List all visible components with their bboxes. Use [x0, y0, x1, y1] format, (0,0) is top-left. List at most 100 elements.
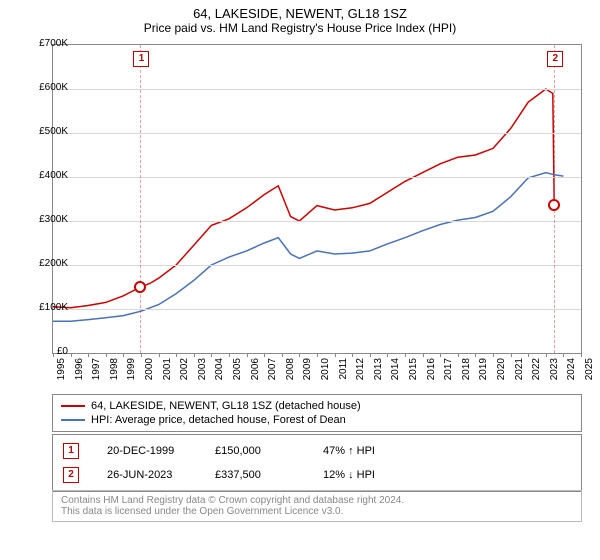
- marker-label: 1: [133, 51, 149, 67]
- legend-label: HPI: Average price, detached house, Fore…: [91, 413, 346, 427]
- x-axis-label: 2008: [285, 358, 296, 388]
- x-axis-label: 2020: [496, 358, 507, 388]
- page-subtitle: Price paid vs. HM Land Registry's House …: [0, 21, 600, 35]
- x-tick: [317, 353, 318, 357]
- x-axis-label: 2005: [232, 358, 243, 388]
- x-tick: [194, 353, 195, 357]
- x-tick: [423, 353, 424, 357]
- events: 1 20-DEC-1999 £150,000 47% ↑ HPI 2 26-JU…: [52, 434, 582, 492]
- x-axis-label: 2016: [426, 358, 437, 388]
- event-marker: 1: [63, 443, 79, 459]
- x-axis-label: 1998: [109, 358, 120, 388]
- page-title: 64, LAKESIDE, NEWENT, GL18 1SZ: [0, 0, 600, 21]
- x-axis-label: 2002: [179, 358, 190, 388]
- event-price: £150,000: [215, 441, 295, 461]
- x-axis-label: 1995: [56, 358, 67, 388]
- x-tick: [475, 353, 476, 357]
- event-row: 1 20-DEC-1999 £150,000 47% ↑ HPI: [57, 439, 577, 463]
- x-tick: [211, 353, 212, 357]
- gridline: [53, 89, 581, 90]
- x-tick: [282, 353, 283, 357]
- x-axis-label: 2015: [408, 358, 419, 388]
- x-axis-label: 2003: [197, 358, 208, 388]
- x-tick: [352, 353, 353, 357]
- footer: Contains HM Land Registry data © Crown c…: [52, 490, 582, 522]
- x-axis-label: 2018: [461, 358, 472, 388]
- x-axis-label: 2006: [250, 358, 261, 388]
- legend-label: 64, LAKESIDE, NEWENT, GL18 1SZ (detached…: [91, 399, 361, 413]
- marker-label: 2: [547, 51, 563, 67]
- x-tick: [264, 353, 265, 357]
- legend-swatch: [61, 405, 85, 407]
- x-axis-label: 2001: [162, 358, 173, 388]
- x-axis-label: 2021: [514, 358, 525, 388]
- y-axis-label: £200K: [24, 258, 68, 269]
- y-axis-label: £0: [24, 346, 68, 357]
- x-tick: [546, 353, 547, 357]
- gridline: [53, 309, 581, 310]
- event-price: £337,500: [215, 465, 295, 485]
- x-tick: [528, 353, 529, 357]
- point-marker: [548, 199, 560, 211]
- legend-item: 64, LAKESIDE, NEWENT, GL18 1SZ (detached…: [61, 399, 573, 413]
- x-axis-label: 2025: [584, 358, 595, 388]
- event-marker: 2: [63, 467, 79, 483]
- chart-svg: [53, 45, 581, 353]
- x-axis-label: 1999: [126, 358, 137, 388]
- y-axis-label: £400K: [24, 170, 68, 181]
- event-date: 26-JUN-2023: [107, 465, 187, 485]
- x-tick: [71, 353, 72, 357]
- series-line: [53, 173, 563, 322]
- x-axis-label: 2024: [566, 358, 577, 388]
- event-row: 2 26-JUN-2023 £337,500 12% ↓ HPI: [57, 463, 577, 487]
- y-axis-label: £100K: [24, 302, 68, 313]
- x-tick: [159, 353, 160, 357]
- x-tick: [335, 353, 336, 357]
- x-axis-label: 2017: [443, 358, 454, 388]
- x-tick: [440, 353, 441, 357]
- x-axis-label: 2023: [549, 358, 560, 388]
- x-axis-label: 2011: [338, 358, 349, 388]
- series-line: [53, 89, 554, 308]
- legend-item: HPI: Average price, detached house, Fore…: [61, 413, 573, 427]
- x-tick: [493, 353, 494, 357]
- x-axis-label: 2014: [390, 358, 401, 388]
- x-axis-label: 2007: [267, 358, 278, 388]
- x-tick: [106, 353, 107, 357]
- chart: 12: [52, 44, 582, 354]
- x-axis-label: 2013: [373, 358, 384, 388]
- footer-line: Contains HM Land Registry data © Crown c…: [61, 495, 573, 506]
- marker-line: [140, 45, 141, 353]
- x-axis-label: 2010: [320, 358, 331, 388]
- x-tick: [88, 353, 89, 357]
- x-tick: [229, 353, 230, 357]
- x-axis-label: 1996: [74, 358, 85, 388]
- legend: 64, LAKESIDE, NEWENT, GL18 1SZ (detached…: [52, 394, 582, 432]
- y-axis-label: £500K: [24, 126, 68, 137]
- y-axis-label: £700K: [24, 38, 68, 49]
- x-axis-label: 1997: [91, 358, 102, 388]
- legend-swatch: [61, 419, 85, 421]
- gridline: [53, 133, 581, 134]
- x-tick: [511, 353, 512, 357]
- event-date: 20-DEC-1999: [107, 441, 187, 461]
- x-axis-label: 2012: [355, 358, 366, 388]
- x-tick: [299, 353, 300, 357]
- x-tick: [387, 353, 388, 357]
- x-axis-label: 2022: [531, 358, 542, 388]
- x-tick: [563, 353, 564, 357]
- x-axis-label: 2019: [478, 358, 489, 388]
- x-tick: [581, 353, 582, 357]
- point-marker: [134, 281, 146, 293]
- x-axis-label: 2004: [214, 358, 225, 388]
- y-axis-label: £300K: [24, 214, 68, 225]
- x-tick: [370, 353, 371, 357]
- event-delta: 47% ↑ HPI: [323, 441, 403, 461]
- x-tick: [176, 353, 177, 357]
- x-tick: [458, 353, 459, 357]
- x-tick: [247, 353, 248, 357]
- x-tick: [141, 353, 142, 357]
- gridline: [53, 177, 581, 178]
- x-tick: [123, 353, 124, 357]
- gridline: [53, 221, 581, 222]
